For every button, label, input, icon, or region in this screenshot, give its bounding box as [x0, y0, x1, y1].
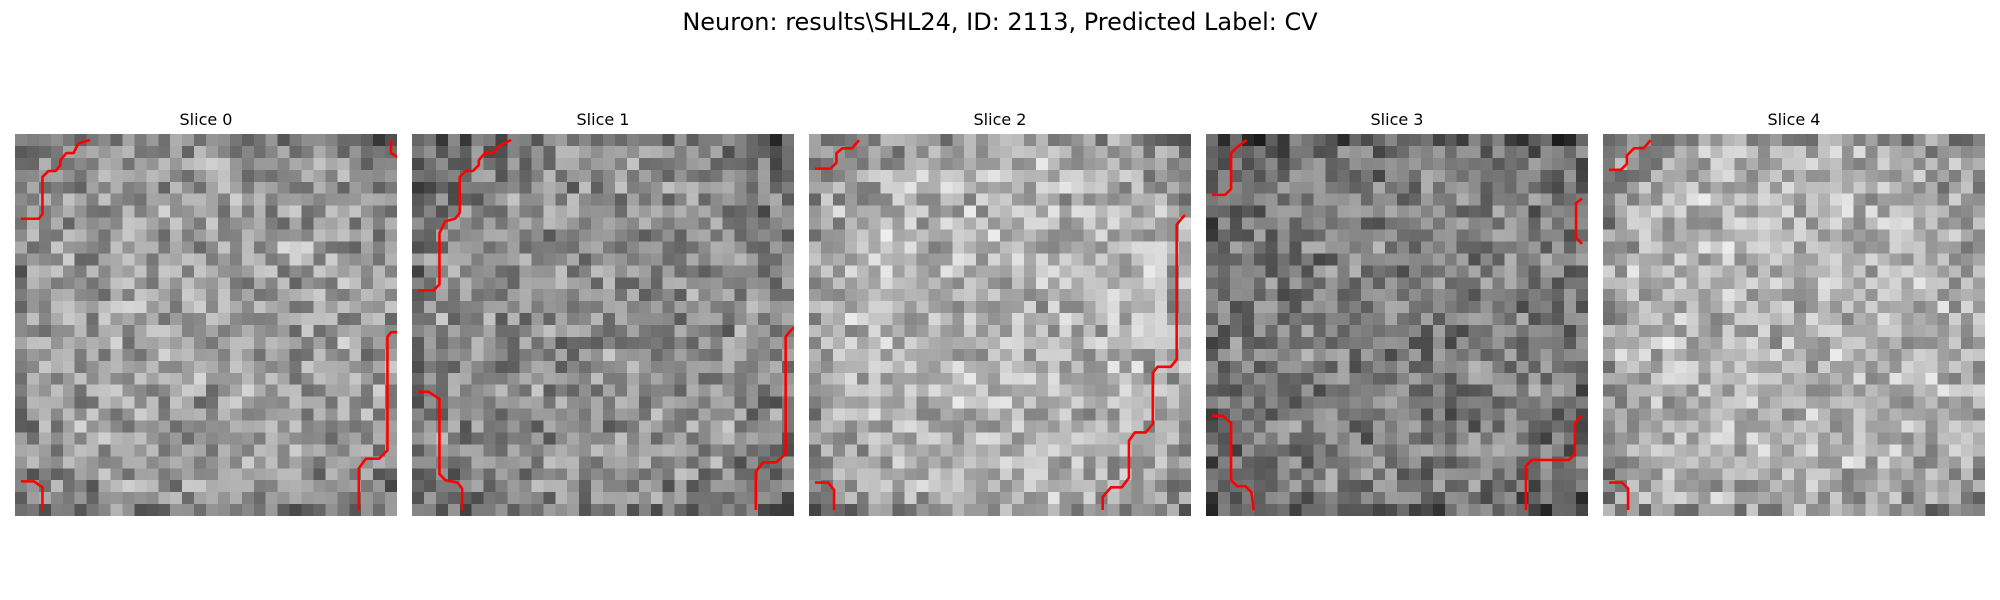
slice-2-image — [809, 134, 1191, 516]
voxel-grid — [809, 134, 1191, 516]
segmentation-contour-3 — [1526, 416, 1582, 510]
segmentation-contour-2 — [1212, 416, 1254, 510]
segmentation-contour-1 — [1576, 198, 1582, 243]
segmentation-contour-2 — [1103, 215, 1185, 510]
segmentation-contour-0 — [1609, 140, 1651, 170]
voxel-grid — [1206, 134, 1588, 516]
segmentation-contour-0 — [21, 140, 90, 219]
figure-title: Neuron: results\SHL24, ID: 2113, Predict… — [682, 8, 1318, 36]
segmentation-contour-0 — [815, 140, 859, 169]
slice-3-image — [1206, 134, 1588, 516]
slice-0-title: Slice 0 — [179, 110, 233, 129]
segmentation-contour-2 — [756, 327, 794, 510]
voxel-grid — [412, 134, 794, 516]
slice-1-title: Slice 1 — [576, 110, 630, 129]
segmentation-contour-1 — [815, 483, 834, 510]
slice-1-image — [412, 134, 794, 516]
segmentation-contour-2 — [21, 481, 42, 510]
segmentation-contour-1 — [418, 392, 462, 510]
segmentation-contour-3 — [359, 332, 397, 510]
slice-4-image — [1603, 134, 1985, 516]
segmentation-contour-0 — [418, 140, 511, 290]
segmentation-contour-1 — [1609, 483, 1628, 510]
slice-2-title: Slice 2 — [973, 110, 1027, 129]
slice-3-title: Slice 3 — [1370, 110, 1424, 129]
slice-4-title: Slice 4 — [1767, 110, 1821, 129]
segmentation-contour-0 — [1212, 140, 1247, 195]
voxel-grid — [15, 134, 397, 516]
voxel-grid — [1603, 134, 1985, 516]
slice-0-image — [15, 134, 397, 516]
segmentation-contour-1 — [391, 140, 397, 160]
